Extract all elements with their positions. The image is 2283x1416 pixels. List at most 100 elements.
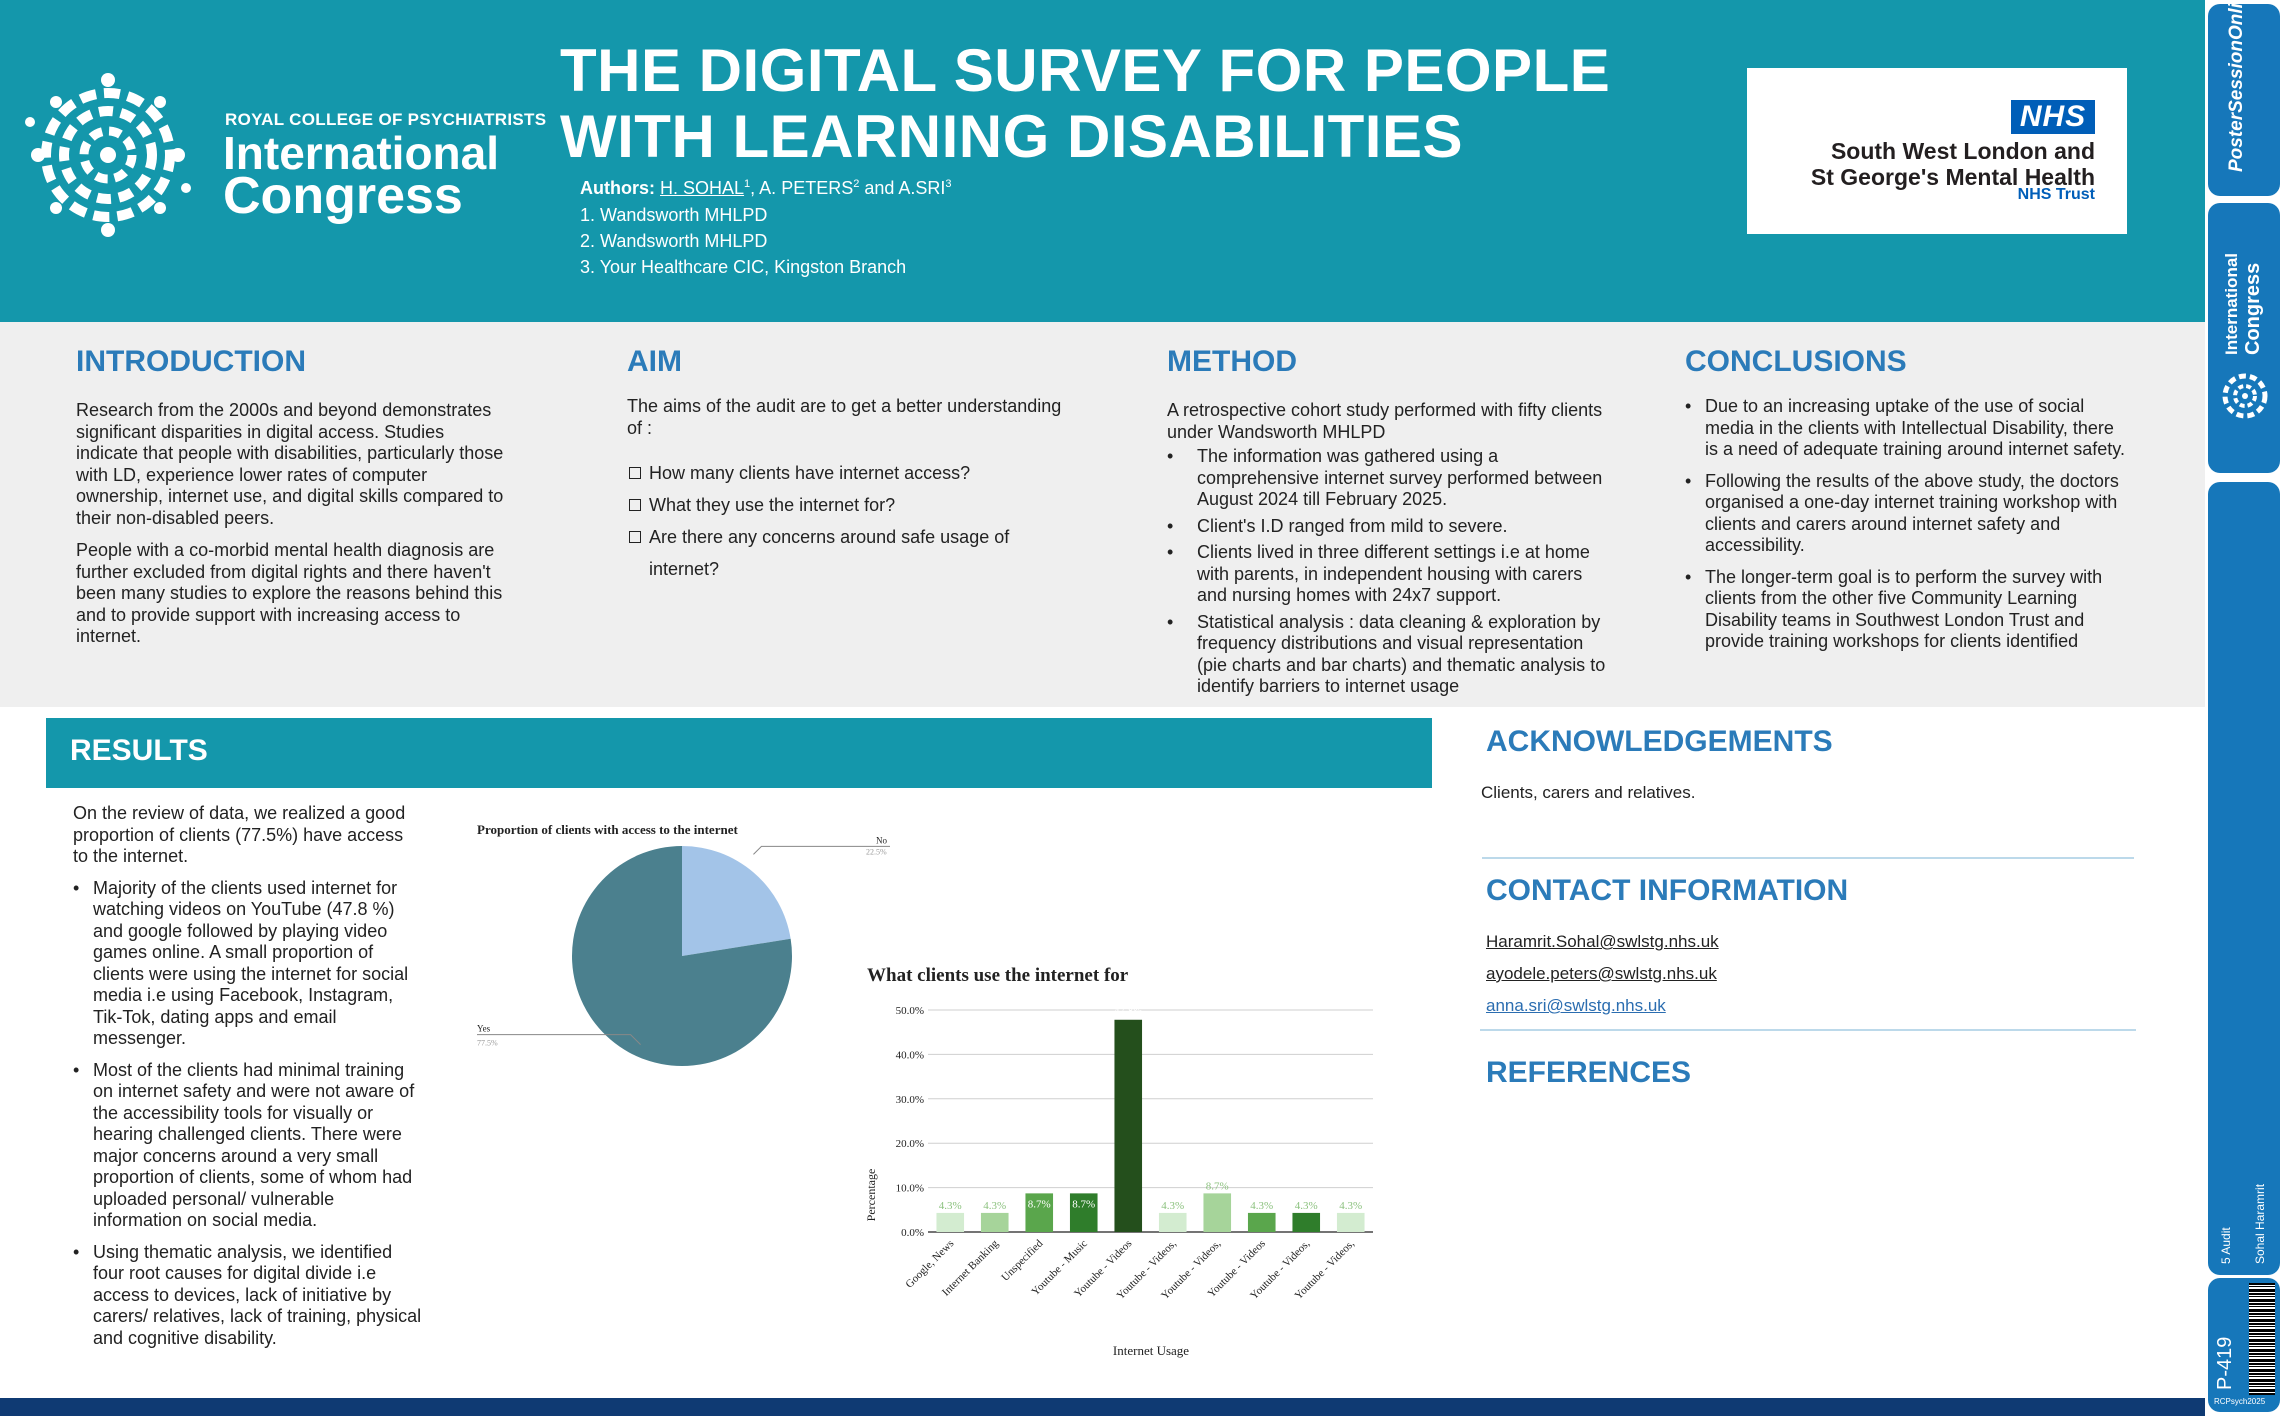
- aim-item: Are there any concerns around safe usage…: [627, 521, 1067, 585]
- bar-9: [1336, 1212, 1365, 1232]
- aim-body: The aims of the audit are to get a bette…: [627, 396, 1067, 585]
- divider: [1482, 857, 2134, 859]
- aim-item: How many clients have internet access?: [627, 457, 1067, 489]
- bar-data-label: 4.3%: [939, 1200, 962, 1212]
- bar-7: [1247, 1212, 1276, 1232]
- contact-heading: CONTACT INFORMATION: [1486, 874, 1849, 907]
- bar-y-tick: 30.0%: [896, 1094, 924, 1106]
- nhs-trust: NHS Trust: [2017, 186, 2095, 203]
- affiliation-1: 1. Wandsworth MHLPD: [580, 205, 768, 225]
- bar-data-label: 8.7%: [1206, 1180, 1229, 1192]
- bar-1: [980, 1212, 1009, 1232]
- method-intro: A retrospective cohort study performed w…: [1167, 400, 1603, 442]
- introduction-paragraph: People with a co-morbid mental health di…: [76, 540, 503, 646]
- author-sup: 1: [744, 178, 751, 190]
- author-name: , A. PETERS: [750, 178, 854, 198]
- author-name: and A.SRI: [859, 178, 946, 198]
- bar-3: [1069, 1193, 1098, 1232]
- conclusions-body: Due to an increasing uptake of the use o…: [1685, 396, 2130, 663]
- congress-title-congress: Congress: [223, 167, 463, 225]
- bar-8: [1292, 1212, 1321, 1232]
- poster-session-label: PosterSessionOnline: [2226, 0, 2247, 172]
- pie-labels: No 22.5% Yes 77.5%: [477, 835, 890, 1048]
- bar-4: [1114, 1019, 1143, 1232]
- introduction-heading: INTRODUCTION: [76, 345, 306, 378]
- bar-x-tick: Unspecified: [999, 1237, 1045, 1283]
- pie-label-yes: Yes: [477, 1024, 491, 1034]
- aim-intro: The aims of the audit are to get a bette…: [627, 396, 1062, 438]
- contact-email[interactable]: Haramrit.Sohal@swlstg.nhs.uk: [1486, 932, 1719, 951]
- congress-title-international: International: [223, 127, 500, 179]
- nhs-org-line-1: South West London and: [1830, 138, 2095, 164]
- results-banner: RESULTS: [46, 718, 1432, 788]
- pie-slice-no: [682, 846, 791, 956]
- poster-info-block: 5 Audit Sohal Haramrit: [2208, 482, 2280, 1275]
- congress-block: International Congress: [2208, 203, 2280, 473]
- bar-y-tick: 50.0%: [896, 1005, 924, 1017]
- bar-y-axis-label: Percentage: [864, 1169, 878, 1222]
- authors-label: Authors:: [580, 178, 655, 198]
- strip-author-label: Sohal Haramrit: [2253, 1183, 2267, 1264]
- bar-grid: 0.0% 10.0% 20.0% 30.0% 40.0% 50.0%: [896, 1005, 1373, 1239]
- barcode-icon: [2249, 1283, 2275, 1395]
- strip-congress-label: Congress: [2242, 262, 2264, 355]
- author-link[interactable]: H. SOHAL: [660, 178, 745, 198]
- bar-y-tick: 40.0%: [896, 1049, 924, 1061]
- references-heading: REFERENCES: [1486, 1056, 1692, 1089]
- strip-intl-label: International: [2222, 252, 2241, 355]
- bar-y-tick: 0.0%: [901, 1227, 924, 1239]
- bar-data-label: 4.3%: [1295, 1200, 1318, 1212]
- poster-title: THE DIGITAL SURVEY FOR PEOPLE WITH LEARN…: [560, 38, 1690, 170]
- bar-data-label: 47.8%: [1114, 1005, 1142, 1017]
- contact-email[interactable]: ayodele.peters@swlstg.nhs.uk: [1486, 964, 1717, 983]
- bar-data-label: 8.7%: [1028, 1198, 1051, 1210]
- bar-series: 4.3% 4.3% 8.7% 8.7% 47.8% 4.3% 8.7% 4.3% 4.3% 4.3…: [936, 1005, 1365, 1232]
- poster-session-block: PosterSessionOnline: [2208, 0, 2280, 196]
- bar-data-label: 4.3%: [983, 1200, 1006, 1212]
- acknowledgements-heading: ACKNOWLEDGEMENTS: [1486, 725, 1833, 758]
- pie-chart: Proportion of clients with access to the…: [477, 822, 890, 1066]
- pie-value-yes: 77.5%: [477, 1039, 498, 1048]
- conclusions-item: Following the results of the above study…: [1685, 471, 2130, 557]
- bar-6: [1203, 1193, 1232, 1232]
- bar-x-axis-label: Internet Usage: [1113, 1343, 1189, 1358]
- method-item: The information was gathered using a com…: [1167, 446, 1612, 511]
- bar-data-label: 4.3%: [1250, 1200, 1273, 1212]
- poster-header: ROYAL COLLEGE OF PSYCHIATRISTS Internati…: [0, 0, 2205, 322]
- pie-value-no: 22.5%: [866, 847, 887, 856]
- conclusions-heading: CONCLUSIONS: [1685, 345, 1907, 378]
- bar-chart-title: What clients use the internet for: [867, 965, 1129, 986]
- pie-chart-title: Proportion of clients with access to the…: [477, 822, 738, 837]
- pie-label-no: No: [876, 835, 887, 845]
- poster-side-strip: PosterSessionOnline International Congre…: [2205, 0, 2283, 1416]
- aim-heading: AIM: [627, 345, 682, 378]
- nhs-badge: NHS: [2011, 100, 2095, 134]
- pie-leader-line: [753, 845, 890, 855]
- title-line-2: WITH LEARNING DISABILITIES: [560, 103, 1463, 170]
- affiliation-3: 3. Your Healthcare CIC, Kingston Branch: [580, 257, 907, 277]
- college-name: ROYAL COLLEGE OF PSYCHIATRISTS: [225, 110, 547, 129]
- nhs-org-line-2: St George's Mental Health: [1810, 164, 2095, 190]
- results-item: Most of the clients had minimal training…: [73, 1060, 423, 1232]
- contact-email[interactable]: anna.sri@swlstg.nhs.uk: [1486, 996, 1666, 1015]
- method-item: Statistical analysis : data cleaning & e…: [1167, 612, 1612, 698]
- title-line-1: THE DIGITAL SURVEY FOR PEOPLE: [560, 37, 1611, 104]
- affiliation-2: 2. Wandsworth MHLPD: [580, 231, 768, 251]
- acknowledgements-text: Clients, carers and relatives.: [1481, 783, 1696, 802]
- pie-slice-yes: [572, 846, 792, 1066]
- bar-chart: What clients use the internet for 0.0% 10…: [864, 965, 1373, 1358]
- author-sup: 3: [945, 178, 952, 190]
- bar-y-tick: 20.0%: [896, 1138, 924, 1150]
- introduction-paragraph: Research from the 2000s and beyond demon…: [76, 400, 504, 528]
- method-heading: METHOD: [1167, 345, 1297, 378]
- strip-audit-label: 5 Audit: [2219, 1227, 2233, 1264]
- bar-data-label: 4.3%: [1161, 1200, 1184, 1212]
- results-heading: RESULTS: [70, 734, 208, 767]
- author-sup: 2: [853, 178, 860, 190]
- bar-data-label: 4.3%: [1339, 1200, 1362, 1212]
- bar-2: [1025, 1193, 1054, 1232]
- bar-y-tick: 10.0%: [896, 1183, 924, 1195]
- method-item: Client's I.D ranged from mild to severe.: [1167, 516, 1612, 538]
- conclusions-item: Due to an increasing uptake of the use o…: [1685, 396, 2130, 461]
